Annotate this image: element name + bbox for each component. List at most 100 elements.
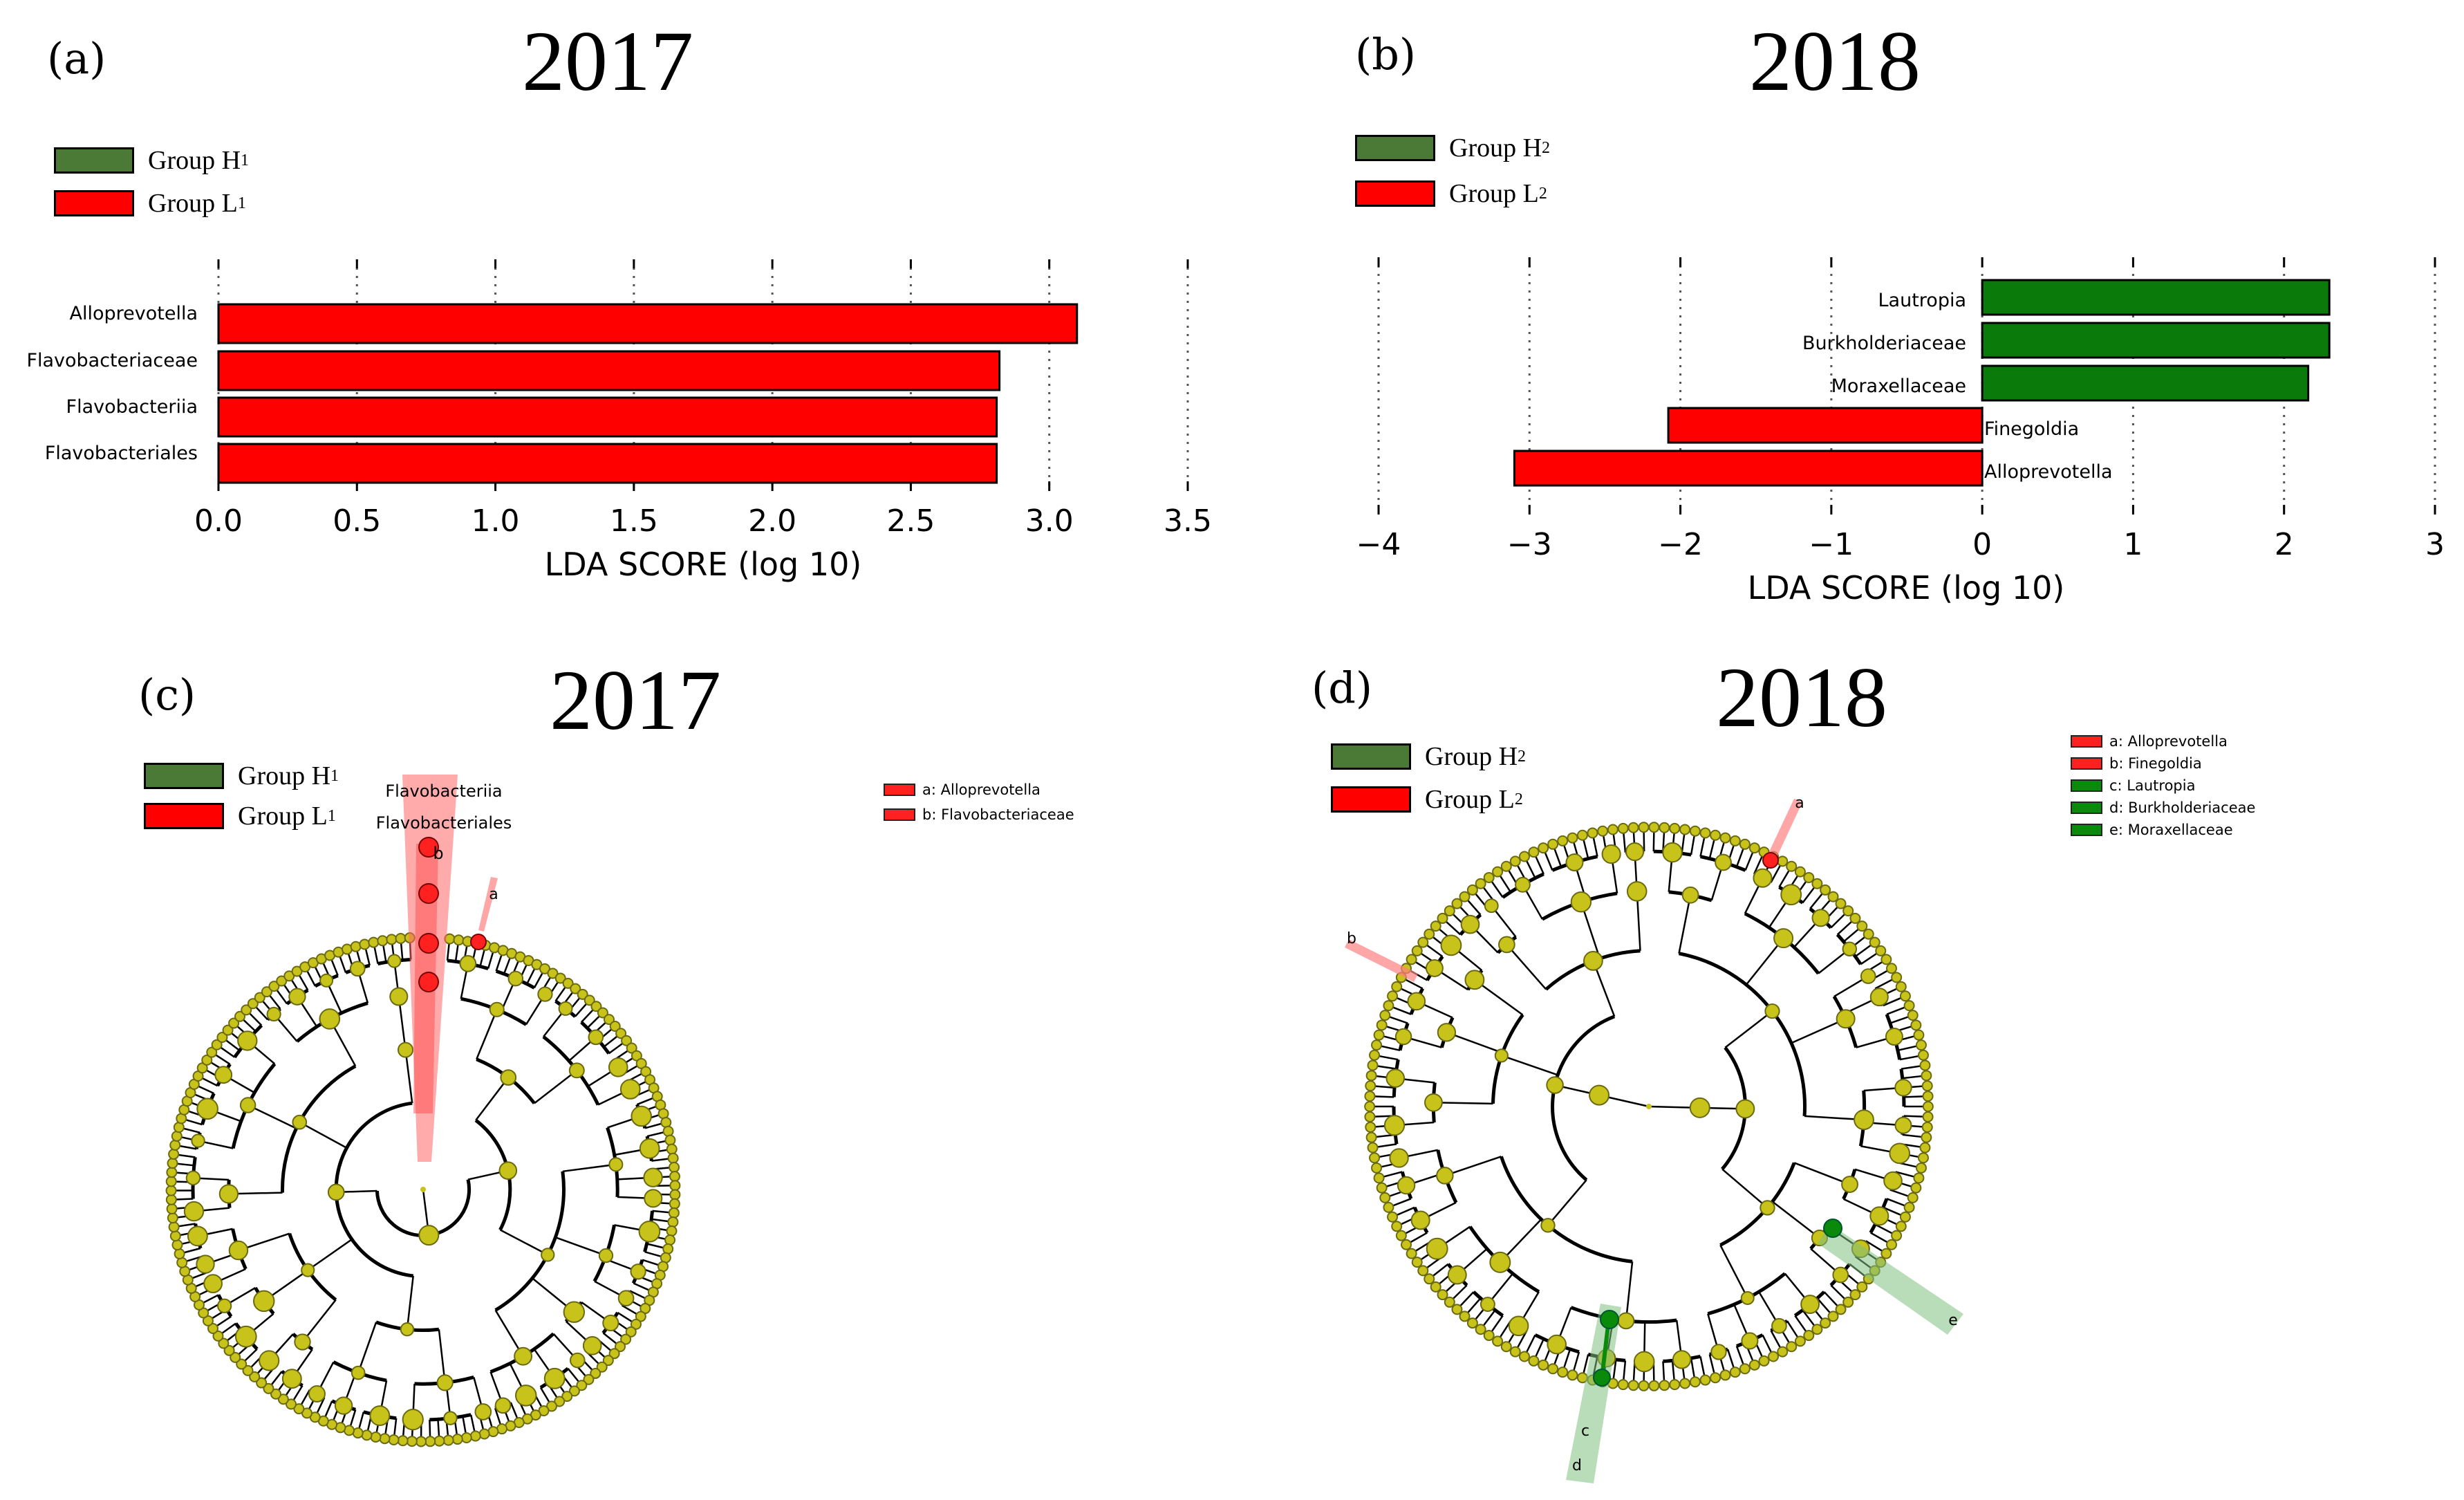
clade-node [165, 1176, 177, 1187]
clade-node [554, 972, 566, 984]
clade-node [237, 1030, 258, 1051]
clade-node [568, 1385, 580, 1397]
root-node [420, 1187, 426, 1192]
clade-branch [1446, 1031, 1503, 1054]
key-swatch [2071, 779, 2102, 792]
clade-node [1820, 1317, 1831, 1329]
clade-node [1659, 822, 1670, 833]
clade-node [1437, 1023, 1457, 1042]
clade-node [406, 1436, 418, 1447]
clade-label: a [1795, 795, 1804, 812]
clade-node [1903, 1000, 1915, 1012]
clade-node [1849, 1289, 1861, 1301]
tick-label: 3 [2425, 527, 2445, 562]
clade-node [474, 1403, 492, 1420]
clade-node [1758, 1355, 1770, 1367]
legend-swatch-red [144, 803, 224, 829]
clade-node [167, 1158, 178, 1169]
category-label-b: Burkholderiaceae [1802, 333, 1966, 354]
clade-node [1460, 914, 1480, 934]
clade-node [1547, 838, 1559, 850]
clade-key-d-e: e: Moraxellaceae [2071, 822, 2233, 838]
clade-node [1617, 1312, 1635, 1330]
clade-node [1627, 1380, 1639, 1391]
legend-label: Group H [1425, 742, 1518, 771]
clade-node [1753, 868, 1773, 888]
clade-node [669, 1189, 681, 1201]
clade-node [1547, 1334, 1567, 1355]
clade-node [1891, 972, 1903, 983]
clade-node [1921, 1121, 1933, 1133]
bar [217, 443, 998, 484]
clade-branch [1724, 1010, 1773, 1048]
clade-node [1373, 1172, 1385, 1184]
clade-node [171, 1239, 183, 1251]
clade-key-d-b: b: Finegoldia [2071, 755, 2202, 772]
highlight-a [478, 877, 498, 932]
clade-branch [475, 1077, 510, 1121]
clade-node [554, 1396, 566, 1407]
clade-node [1444, 1296, 1455, 1308]
clade-node [1546, 1076, 1564, 1094]
legend-label: Group L [1449, 179, 1539, 208]
clade-node [1689, 1376, 1701, 1388]
clade-node [1729, 1367, 1741, 1378]
highlight-node [418, 972, 439, 992]
clade-branch [248, 1104, 297, 1129]
clade-node [1383, 1000, 1394, 1012]
clade-node [1480, 1297, 1495, 1313]
clade-node [1379, 1192, 1391, 1203]
clade-node [1464, 970, 1485, 990]
clade-node [228, 1240, 249, 1261]
clade-branch [438, 1329, 446, 1383]
clade-node [443, 1411, 458, 1425]
clade-node [1364, 1111, 1376, 1122]
bar-chart-a: 0.0 0.5 1.0 1.5 2.0 2.5 3.0 3.5 LDA SCORE (log 1… [194, 259, 1212, 583]
clade-node [217, 1298, 232, 1313]
clade-node [625, 1326, 637, 1337]
clade-node [1800, 1295, 1820, 1314]
clade-node [631, 1050, 642, 1062]
clade-node [666, 1143, 678, 1155]
clade-node [1880, 954, 1892, 965]
clade-node [1617, 822, 1629, 834]
clade-node [169, 1230, 181, 1242]
category-label-a: Flavobacteriales [44, 443, 198, 464]
clade-node [1365, 1131, 1377, 1143]
category-label-b: Finegoldia [1984, 418, 2080, 440]
key-swatch [884, 808, 915, 821]
clade-node [292, 1114, 308, 1130]
tick-label: 3.0 [1025, 503, 1074, 539]
clade-node [1780, 884, 1802, 906]
clade-node [598, 1248, 614, 1263]
clade-node [1627, 822, 1639, 833]
clade-node [288, 988, 306, 1006]
clade-node [167, 1212, 178, 1224]
clade-node [218, 1184, 239, 1204]
clade-node [1748, 842, 1760, 854]
highlight-b [402, 775, 458, 1162]
clade-node [1626, 881, 1648, 902]
clade-node [283, 970, 295, 982]
clade-node [1385, 1068, 1406, 1088]
clade-node [615, 1028, 627, 1039]
clade-node [664, 1134, 676, 1146]
clade-node [1811, 1324, 1823, 1335]
clade-node [1406, 1248, 1417, 1259]
clade-node [1832, 1266, 1849, 1284]
clade-node [1406, 954, 1417, 965]
clade-node [168, 1221, 180, 1233]
clade-node [1777, 855, 1789, 867]
highlight-cd [1566, 1304, 1621, 1483]
clade-branch [1433, 1101, 1493, 1105]
clade-node [584, 994, 595, 1006]
clade-node [165, 1194, 177, 1205]
tick-label: −4 [1356, 527, 1401, 562]
clade-node [196, 1098, 218, 1120]
clade-node [388, 1434, 400, 1445]
clade-node [212, 1330, 224, 1342]
clade-node [494, 1397, 512, 1414]
clade-node [669, 1161, 680, 1173]
